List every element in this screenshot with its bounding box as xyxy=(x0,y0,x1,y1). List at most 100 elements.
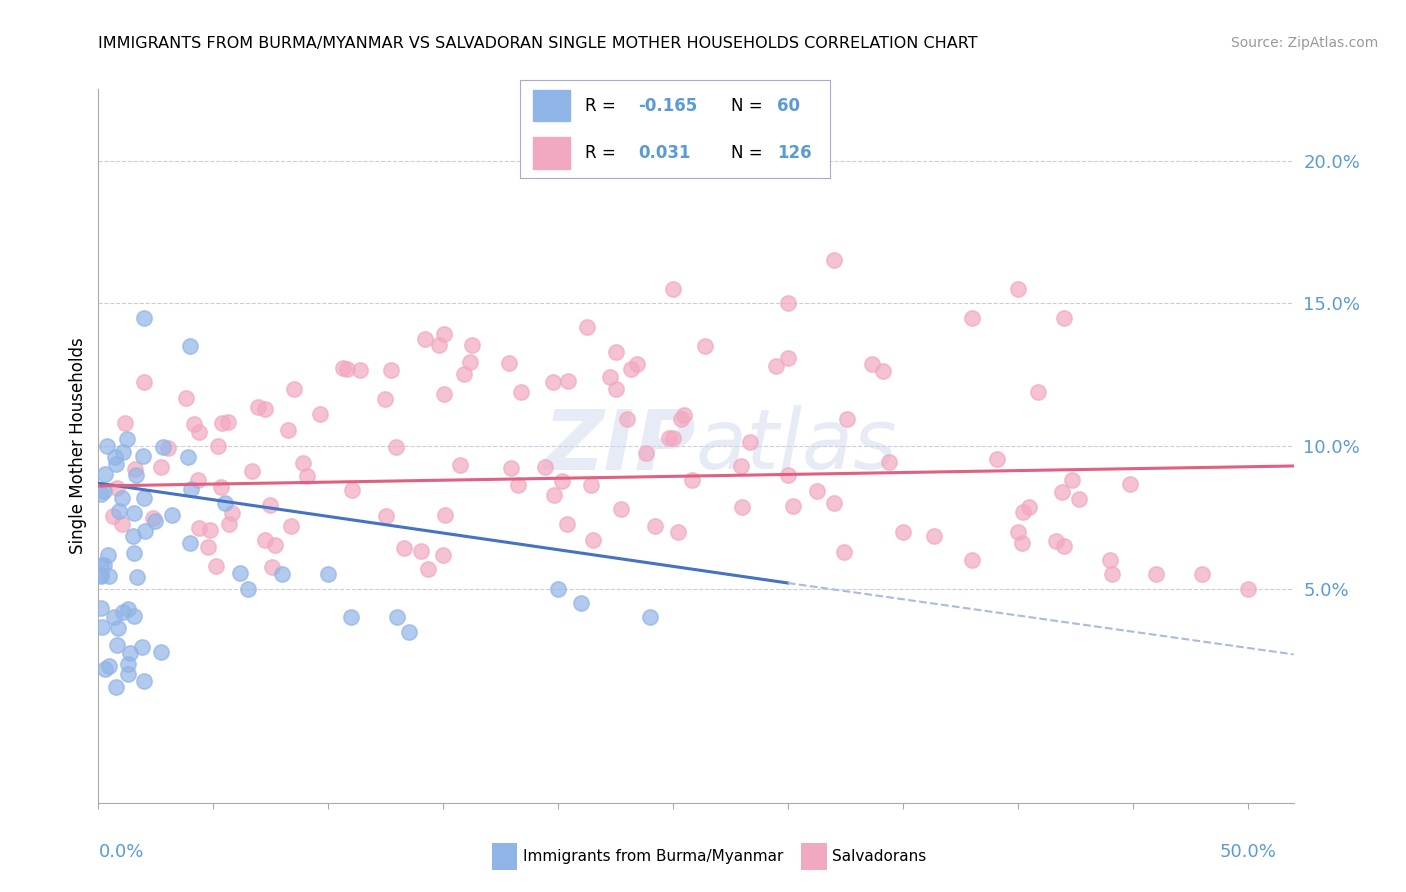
Point xyxy=(187,473,209,487)
Point xyxy=(374,392,396,407)
Point xyxy=(776,351,799,366)
Point xyxy=(835,411,858,425)
Point xyxy=(458,355,481,369)
Point xyxy=(117,602,139,616)
Point xyxy=(152,440,174,454)
Text: 0.031: 0.031 xyxy=(638,144,690,161)
Point xyxy=(197,540,219,554)
Text: ZIP: ZIP xyxy=(543,406,696,486)
Point xyxy=(877,455,900,469)
Point xyxy=(134,674,156,689)
Point xyxy=(90,558,112,572)
Point xyxy=(259,498,281,512)
Point xyxy=(198,523,221,537)
Point xyxy=(1007,282,1029,296)
FancyBboxPatch shape xyxy=(533,90,569,121)
Point xyxy=(806,483,828,498)
Point xyxy=(693,339,716,353)
Point xyxy=(253,401,276,416)
Point xyxy=(103,609,125,624)
Point xyxy=(160,508,183,522)
Point xyxy=(960,310,983,325)
Point xyxy=(108,504,131,518)
Point xyxy=(114,417,136,431)
Point xyxy=(638,610,661,624)
Point xyxy=(1060,473,1083,487)
Point xyxy=(134,491,156,505)
Text: Source: ZipAtlas.com: Source: ZipAtlas.com xyxy=(1230,36,1378,50)
Point xyxy=(93,558,115,573)
Point xyxy=(336,362,359,376)
Text: 0.0%: 0.0% xyxy=(98,843,143,861)
Point xyxy=(1191,567,1213,582)
Point xyxy=(211,480,233,494)
Point xyxy=(1045,534,1067,549)
Point xyxy=(681,474,703,488)
Point xyxy=(922,529,945,543)
Point xyxy=(610,502,633,516)
Point xyxy=(1098,553,1121,567)
Point xyxy=(132,376,155,390)
Point xyxy=(672,409,695,423)
Point xyxy=(228,566,250,581)
Point xyxy=(218,516,240,531)
Point xyxy=(776,296,799,310)
Point xyxy=(782,500,804,514)
Point xyxy=(411,543,433,558)
Point xyxy=(117,657,139,671)
Text: IMMIGRANTS FROM BURMA/MYANMAR VS SALVADORAN SINGLE MOTHER HOUSEHOLDS CORRELATION: IMMIGRANTS FROM BURMA/MYANMAR VS SALVADO… xyxy=(98,36,979,51)
Point xyxy=(122,529,145,543)
Point xyxy=(872,364,894,378)
Point xyxy=(142,510,165,524)
Point xyxy=(349,362,371,376)
Point xyxy=(662,431,685,445)
Point xyxy=(104,450,127,465)
Point xyxy=(658,431,681,445)
Text: R =: R = xyxy=(585,144,621,161)
Point xyxy=(380,362,402,376)
Point xyxy=(187,425,209,439)
Text: Immigrants from Burma/Myanmar: Immigrants from Burma/Myanmar xyxy=(523,849,783,863)
Point xyxy=(823,253,845,268)
Point xyxy=(90,567,112,582)
Point xyxy=(107,621,129,635)
Point xyxy=(433,327,456,342)
Point xyxy=(662,282,685,296)
Point xyxy=(340,483,363,498)
Point xyxy=(508,478,530,492)
Text: N =: N = xyxy=(731,144,768,161)
Point xyxy=(551,474,574,488)
Point xyxy=(547,582,569,596)
Point xyxy=(217,415,239,429)
Point xyxy=(156,441,179,455)
Point xyxy=(891,524,914,539)
Point xyxy=(427,338,450,352)
Text: Salvadorans: Salvadorans xyxy=(832,849,927,863)
Point xyxy=(90,620,112,634)
Point xyxy=(134,524,156,539)
Point xyxy=(433,386,456,401)
Point xyxy=(280,518,302,533)
Point xyxy=(1026,385,1049,400)
Point xyxy=(124,609,146,624)
Point xyxy=(413,332,436,346)
Point xyxy=(277,423,299,437)
Point xyxy=(543,488,565,502)
Point xyxy=(575,320,598,334)
Point xyxy=(180,482,202,496)
Point xyxy=(240,464,263,478)
Point xyxy=(90,487,112,501)
Point xyxy=(149,645,172,659)
Point xyxy=(1236,582,1258,596)
Text: 50.0%: 50.0% xyxy=(1219,843,1277,861)
Point xyxy=(541,376,564,390)
Point xyxy=(1052,485,1074,500)
Point xyxy=(1119,476,1142,491)
Point xyxy=(205,558,228,573)
Point xyxy=(297,469,319,483)
Point xyxy=(179,536,201,550)
Point xyxy=(1012,505,1035,519)
Point xyxy=(669,411,692,425)
Point xyxy=(579,478,602,492)
Point xyxy=(271,567,294,582)
